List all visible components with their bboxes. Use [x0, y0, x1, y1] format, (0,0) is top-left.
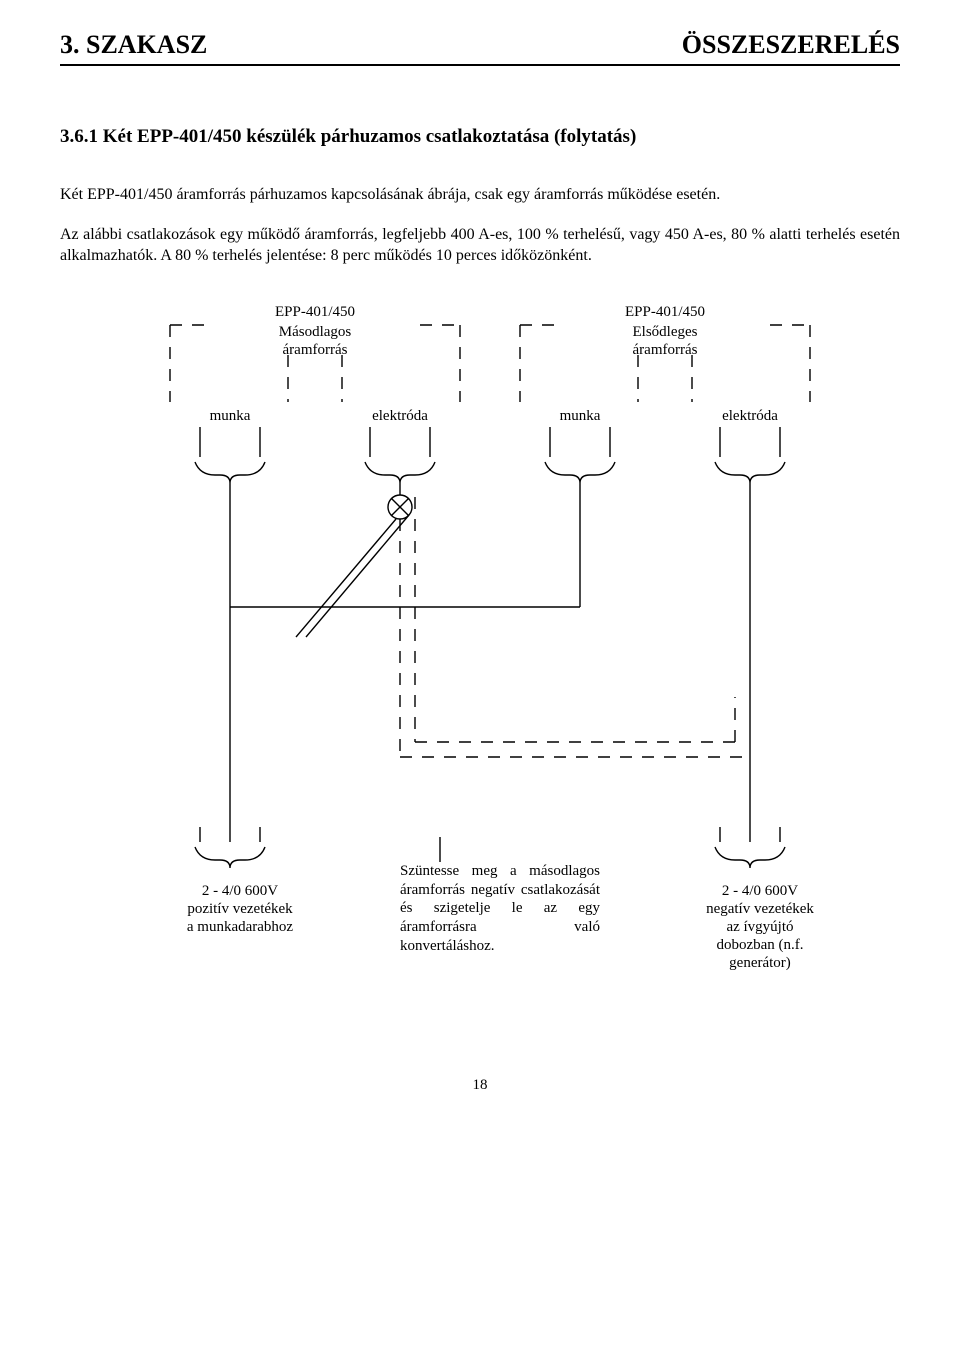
note-left-2: pozitív vezetékek [150, 900, 330, 919]
note-left-1: 2 - 4/0 600V [150, 882, 330, 901]
label-epp-right: EPP-401/450 [580, 303, 750, 322]
label-sub-right-2: áramforrás [580, 341, 750, 360]
note-left-3: a munkadarabhoz [150, 918, 330, 937]
note-right-4: dobozban (n.f. [675, 936, 845, 955]
note-right-1: 2 - 4/0 600V [675, 882, 845, 901]
label-sub-right-1: Elsődleges [580, 323, 750, 342]
label-munka-l: munka [180, 407, 280, 426]
subheading: 3.6.1 Két EPP-401/450 készülék párhuzamo… [60, 126, 900, 148]
note-right-3: az ívgyújtó [675, 918, 845, 937]
label-epp-left: EPP-401/450 [230, 303, 400, 322]
page-header: 3. SZAKASZ ÖSSZESZERELÉS [60, 30, 900, 66]
label-munka-r: munka [530, 407, 630, 426]
note-right-5: generátor) [675, 954, 845, 973]
label-sub-left-1: Másodlagos [230, 323, 400, 342]
label-elektroda-l: elektróda [350, 407, 450, 426]
page-number: 18 [60, 1077, 900, 1094]
paragraph-1: Két EPP-401/450 áramforrás párhuzamos ka… [60, 184, 900, 206]
label-sub-left-2: áramforrás [230, 341, 400, 360]
label-elektroda-r: elektróda [700, 407, 800, 426]
paragraph-2: Az alábbi csatlakozások egy működő áramf… [60, 224, 900, 267]
note-mid: Szüntesse meg a másodlagos áramforrás ne… [400, 862, 600, 956]
note-right-2: negatív vezetékek [675, 900, 845, 919]
section-number: 3. SZAKASZ [60, 30, 207, 60]
wiring-diagram: EPP-401/450 Másodlagos áramforrás EPP-40… [100, 297, 860, 1037]
section-title: ÖSSZESZERELÉS [682, 30, 900, 60]
